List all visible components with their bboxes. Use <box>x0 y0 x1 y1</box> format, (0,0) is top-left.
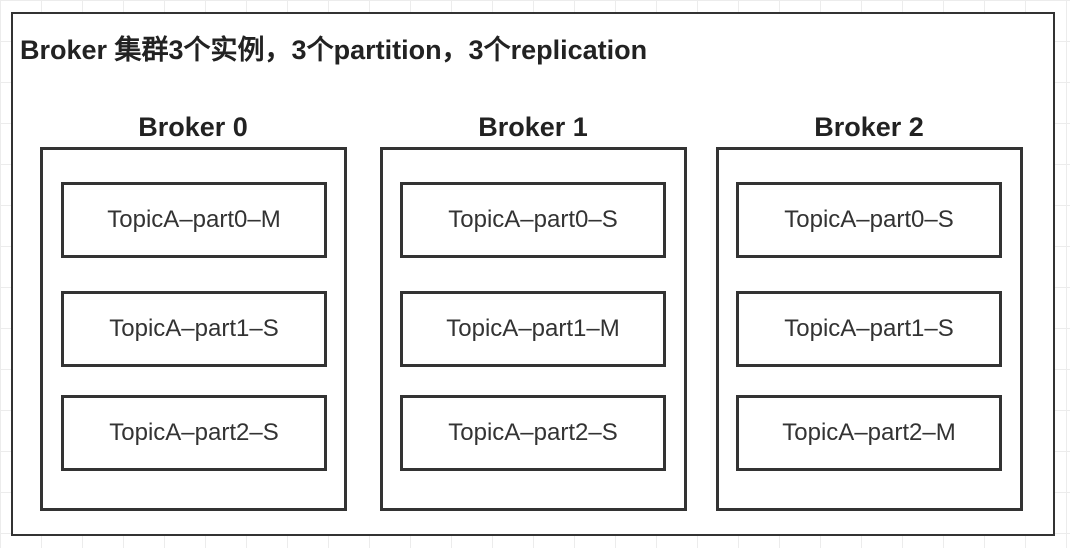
broker-0-partition-1: TopicA–part1–S <box>61 291 327 367</box>
broker-2-partition-0: TopicA–part0–S <box>736 182 1002 258</box>
broker-0-partition-0: TopicA–part0–M <box>61 182 327 258</box>
cluster-title: Broker 集群3个实例，3个partition，3个replication <box>20 35 648 65</box>
broker-1-partition-0: TopicA–part0–S <box>400 182 666 258</box>
broker-1-partition-1: TopicA–part1–M <box>400 291 666 367</box>
broker-2-partition-2: TopicA–part2–M <box>736 395 1002 471</box>
broker-2-label: Broker 2 <box>814 112 924 142</box>
broker-1-partition-2: TopicA–part2–S <box>400 395 666 471</box>
broker-1-label: Broker 1 <box>478 112 588 142</box>
broker-0-partition-2: TopicA–part2–S <box>61 395 327 471</box>
broker-0-label: Broker 0 <box>138 112 248 142</box>
broker-2-partition-1: TopicA–part1–S <box>736 291 1002 367</box>
